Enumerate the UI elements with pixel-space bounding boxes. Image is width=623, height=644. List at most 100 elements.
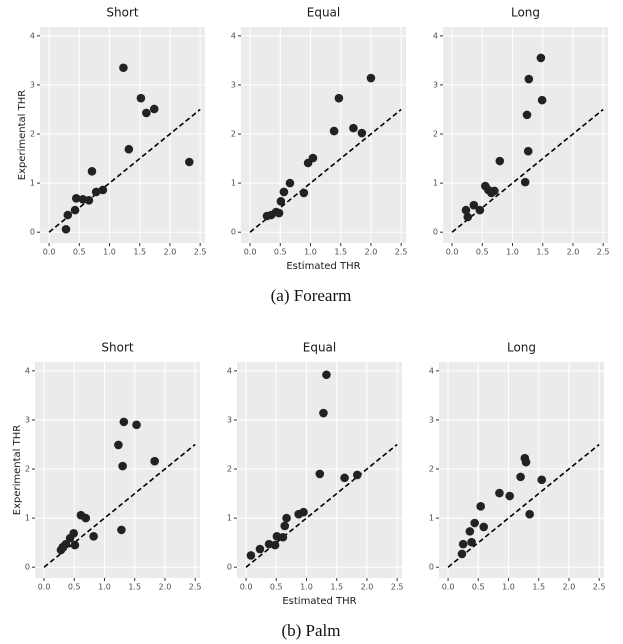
point xyxy=(299,507,308,517)
x-tick-label: 2.0 xyxy=(164,248,177,257)
x-tick-label: 2.0 xyxy=(361,583,374,592)
point xyxy=(461,205,471,215)
x-tick-label: 0.0 xyxy=(240,583,253,592)
point xyxy=(119,417,129,427)
point xyxy=(334,93,344,103)
y-tick-label: 1 xyxy=(30,179,35,188)
y-tick-label: 4 xyxy=(231,31,236,40)
point xyxy=(521,457,531,467)
x-tick-label: 1.5 xyxy=(133,248,146,257)
point xyxy=(299,188,309,198)
y-tick-label: 3 xyxy=(30,80,35,89)
point xyxy=(279,187,289,197)
x-tick-label: 0.5 xyxy=(472,583,485,592)
y-tick-label: 3 xyxy=(25,415,30,424)
x-tick-label: 1.5 xyxy=(330,583,343,592)
point xyxy=(537,475,547,485)
point xyxy=(63,210,73,220)
x-tick-label: 1.0 xyxy=(103,248,116,257)
point xyxy=(322,370,331,380)
y-tick-label: 3 xyxy=(433,80,438,89)
y-tick-label: 1 xyxy=(429,514,434,523)
panel-title: Equal xyxy=(307,6,341,20)
point xyxy=(184,157,194,167)
point xyxy=(285,178,295,188)
y-axis-label: Experimental THR xyxy=(17,90,28,180)
point xyxy=(525,509,534,519)
point xyxy=(149,104,159,114)
identity-line xyxy=(447,443,600,568)
point xyxy=(479,522,489,532)
panel-title: Long xyxy=(511,6,540,20)
x-tick-label: 1.5 xyxy=(536,248,549,257)
identity-line xyxy=(43,443,196,568)
x-tick-label: 0.5 xyxy=(274,248,287,257)
x-tick-label: 2.5 xyxy=(597,248,610,257)
point xyxy=(319,408,328,418)
point xyxy=(114,440,123,450)
y-axis-label: Experimental THR xyxy=(12,425,23,515)
point xyxy=(69,529,78,538)
x-tick-label: 0.0 xyxy=(244,248,257,257)
y-tick-label: 1 xyxy=(231,179,236,188)
point xyxy=(246,551,256,560)
x-tick-label: 1.5 xyxy=(128,583,141,592)
caption: (b) Palm xyxy=(281,621,340,640)
point xyxy=(522,110,532,120)
y-tick-label: 0 xyxy=(227,563,232,572)
point xyxy=(505,491,515,501)
y-tick-label: 2 xyxy=(433,130,438,139)
x-tick-label: 0.5 xyxy=(73,248,86,257)
panel-title: Equal xyxy=(303,341,337,355)
panel-title: Short xyxy=(101,341,133,355)
x-tick-label: 0.5 xyxy=(476,248,489,257)
y-tick-label: 0 xyxy=(231,228,236,237)
point xyxy=(84,195,94,205)
y-tick-label: 4 xyxy=(227,366,232,375)
point xyxy=(255,544,265,554)
point xyxy=(70,205,80,215)
point xyxy=(516,472,525,482)
x-tick-label: 1.0 xyxy=(506,248,519,257)
point xyxy=(282,513,291,523)
point xyxy=(124,144,134,154)
x-tick-label: 1.5 xyxy=(334,248,347,257)
point xyxy=(91,187,101,197)
x-tick-label: 0.5 xyxy=(270,583,283,592)
point xyxy=(308,153,318,163)
x-tick-label: 0.0 xyxy=(38,583,51,592)
point xyxy=(270,540,280,550)
y-tick-label: 2 xyxy=(231,130,236,139)
point xyxy=(89,531,98,541)
x-tick-label: 2.5 xyxy=(189,583,202,592)
y-tick-label: 0 xyxy=(30,228,35,237)
y-tick-label: 4 xyxy=(429,366,434,375)
point xyxy=(495,488,504,498)
point xyxy=(352,470,362,480)
point xyxy=(349,123,358,133)
y-tick-label: 3 xyxy=(429,415,434,424)
point xyxy=(470,518,479,528)
point xyxy=(315,469,325,479)
x-tick-label: 2.5 xyxy=(395,248,408,257)
point xyxy=(274,208,284,218)
point xyxy=(278,532,288,542)
panel-background xyxy=(40,27,205,243)
x-tick-label: 1.0 xyxy=(502,583,515,592)
x-tick-label: 2.5 xyxy=(194,248,207,257)
point xyxy=(524,74,534,84)
y-tick-label: 0 xyxy=(25,563,30,572)
y-tick-label: 2 xyxy=(30,130,35,139)
x-tick-label: 0.0 xyxy=(43,248,56,257)
x-tick-label: 0.0 xyxy=(442,583,455,592)
x-tick-label: 2.5 xyxy=(391,583,404,592)
point xyxy=(469,200,479,210)
y-tick-label: 2 xyxy=(429,465,434,474)
y-tick-label: 3 xyxy=(231,80,236,89)
y-tick-label: 2 xyxy=(25,465,30,474)
x-tick-label: 1.0 xyxy=(300,583,313,592)
x-tick-label: 0.5 xyxy=(68,583,81,592)
point xyxy=(276,196,286,206)
point xyxy=(87,167,97,176)
